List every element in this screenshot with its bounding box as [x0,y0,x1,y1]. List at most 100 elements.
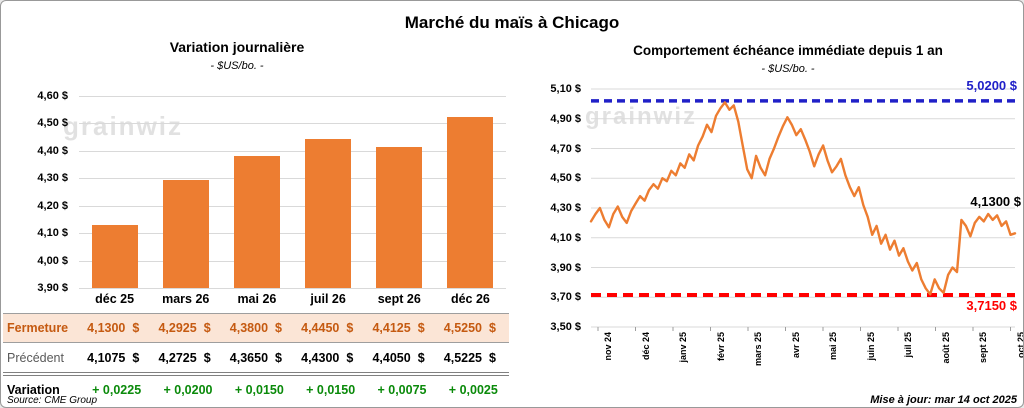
cell-value: 4,4450 [301,321,340,335]
table-cell: 4,4125 $ [366,321,437,335]
table-cell: + 0,0025 [438,383,509,397]
gridline [79,178,506,180]
source-note: Source: CME Group [7,395,98,406]
currency-symbol: $ [203,350,211,365]
cell-value: 4,4300 [301,350,340,365]
x-tick-label: mars 26 [162,292,210,306]
bar [162,180,209,288]
quotes-table: Fermeture 4,1300 $4,2925 $4,3800 $4,4450 $4,4… [3,313,509,403]
x-tick-label: juil 26 [310,292,346,306]
gridline [79,96,506,97]
currency-symbol: $ [132,321,140,335]
front-month-panel: Comportement échéance immédiate depuis 1… [513,1,1023,407]
x-tick-label: oct 25 [1015,332,1024,359]
table-cell: 4,2925 $ [152,321,223,335]
y-tick-label: 4,60 $ [37,90,68,102]
watermark: grainwiz [63,111,184,141]
y-tick-label: 3,90 $ [37,282,68,294]
table-cell: 4,4450 $ [295,321,366,335]
table-cell: 4,1075 $ [81,351,152,365]
x-tick-label: janv 25 [678,332,688,363]
x-tick-label: août 25 [940,332,951,364]
cell-value: + 0,0025 [448,382,498,397]
gridline [79,123,506,125]
line-chart-svg [589,88,1017,331]
cell-value: 4,3650 [229,350,269,365]
resistance-annotation: 5,0200 $ [966,78,1017,93]
x-tick-label: déc 25 [95,292,135,306]
line-chart-subtitle: - $US/bo. - [761,63,815,75]
support-annotation: 3,7150 $ [966,298,1017,313]
x-tick-label: avr 25 [790,332,801,359]
cell-value: + 0,0150 [306,382,356,397]
x-tick-label: mars 25 [753,332,763,367]
table-row: Variation + 0,0225 + 0,0200 + 0,0150 + 0,015… [3,372,509,403]
y-tick-label: 4,10 $ [550,231,581,244]
y-tick-label: 4,30 $ [550,202,581,214]
table-cell: 4,4300 $ [295,351,366,365]
cell-value: 4,4050 [372,350,411,365]
cell-value: 4,5250 [443,321,483,335]
x-tick-label: juin 25 [865,332,876,361]
table-cell: 4,2725 $ [152,351,223,365]
bar-chart-subtitle: - $US/bo. - [210,60,264,72]
currency-symbol: $ [346,350,354,365]
currency-symbol: $ [275,321,282,335]
bar [447,116,494,288]
x-tick-label: déc 24 [640,332,651,361]
table-cell: 4,3800 $ [224,321,295,335]
bar-y-axis: 4,60 $ 4,50 $ 4,40 $ 4,30 $ 4,20 $ 4,10 $ 4,00… [1,90,71,294]
y-tick-label: 3,50 $ [550,321,581,333]
gridline [79,233,506,235]
cell-value: + 0,0225 [92,382,142,397]
y-tick-label: 4,20 $ [37,199,68,212]
gridline [79,205,506,207]
cell-value: + 0,0150 [234,382,284,397]
y-tick-label: 3,70 $ [550,291,581,304]
currency-symbol: $ [417,350,425,365]
currency-symbol: $ [346,321,354,335]
x-tick-label: mai 26 [237,292,277,306]
x-tick-label: sept 25 [978,332,988,364]
line-x-axis: nov 24 déc 24 janv 25 févr 25 mars 25 avr 25 m… [591,332,1023,392]
table-row: Fermeture 4,1300 $4,2925 $4,3800 $4,4450 $4,4… [3,314,509,343]
cell-value: + 0,0075 [377,382,427,397]
currency-symbol: $ [489,350,496,365]
y-tick-label: 4,40 $ [37,144,68,157]
cell-value: 4,5225 [443,350,483,365]
bar [305,138,352,288]
currency-symbol: $ [132,350,140,365]
y-tick-label: 4,50 $ [37,117,68,130]
bar-chart-title: Variation journalière [169,39,305,55]
currency-symbol: $ [275,350,282,365]
table-cell: 4,5250 $ [438,321,509,335]
page-title: Marché du maïs à Chicago [404,13,620,32]
table-cell: 4,1300 $ [81,321,152,335]
y-tick-label: 4,10 $ [37,227,68,240]
line-chart-title: Comportement échéance immédiate depuis 1… [633,43,943,58]
table-cell: 4,4050 $ [366,351,437,365]
line-y-axis: 5,10 $ 4,90 $ 4,70 $ 4,50 $ 4,30 $ 4,10 $ 3,90… [513,83,585,333]
currency-symbol: $ [489,321,496,335]
y-tick-label: 4,90 $ [550,112,581,125]
bar [376,147,423,288]
table-cell: + 0,0225 [81,383,152,397]
y-tick-label: 4,50 $ [550,172,581,185]
row-label: Précédent [7,350,64,365]
x-tick-label: mai 25 [828,332,838,361]
cell-value: 4,1300 [87,321,126,335]
y-tick-label: 4,30 $ [37,172,68,185]
cell-value: + 0,0200 [163,382,213,397]
x-tick-label: févr 25 [715,332,726,362]
x-tick-label: juil 25 [903,332,913,358]
table-cell: 4,3650 $ [224,351,295,365]
x-tick-label: sept 26 [377,292,421,306]
y-tick-label: 3,90 $ [550,261,581,274]
cell-value: 4,4125 [372,321,411,335]
gridline [79,260,506,262]
y-tick-label: 4,00 $ [37,254,68,267]
daily-variation-panel: Variation journalière - $US/bo. - grainw… [1,1,513,407]
updated-note: Mise à jour: mar 14 oct 2025 [870,394,1017,406]
price-line [589,101,1017,296]
